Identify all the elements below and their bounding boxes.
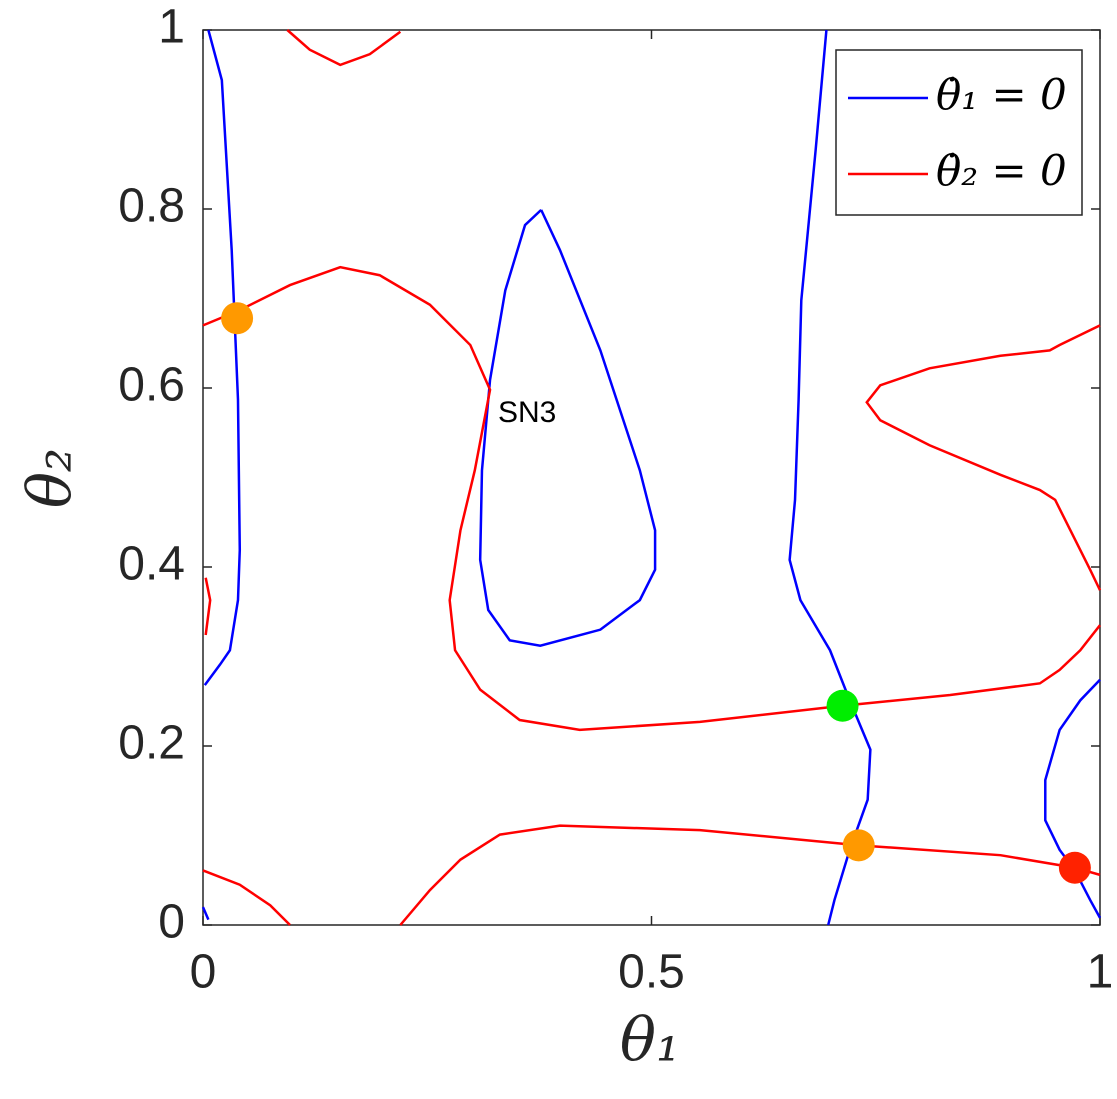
x-tick-label: 1 (1087, 946, 1114, 999)
fixed-point (1058, 851, 1091, 884)
annotation: SN3 (498, 396, 556, 429)
y-tick-label: 1 (158, 1, 185, 54)
nullcline (201, 29, 1102, 926)
y-tick-label: 0 (158, 896, 185, 949)
fixed-point (842, 829, 875, 862)
y-tick-label: 0.4 (118, 538, 185, 591)
y-tick-label: 0.8 (118, 180, 185, 233)
x-tick-label: 0 (190, 946, 217, 999)
y-tick-label: 0.6 (118, 359, 185, 412)
y-axis-label: θ₂ (16, 448, 86, 508)
fixed-point (221, 302, 254, 335)
y-tick-label: 0.2 (118, 717, 185, 770)
x-tick-label: 0.5 (618, 946, 685, 999)
nullcline (202, 29, 1102, 926)
x-axis-label: θ₁ (620, 1006, 680, 1076)
legend-label: θ̇₁ = 0 (936, 70, 1067, 119)
fixed-point (826, 689, 859, 722)
legend-label: θ̇₂ = 0 (936, 146, 1067, 195)
legend-box (835, 49, 1083, 216)
